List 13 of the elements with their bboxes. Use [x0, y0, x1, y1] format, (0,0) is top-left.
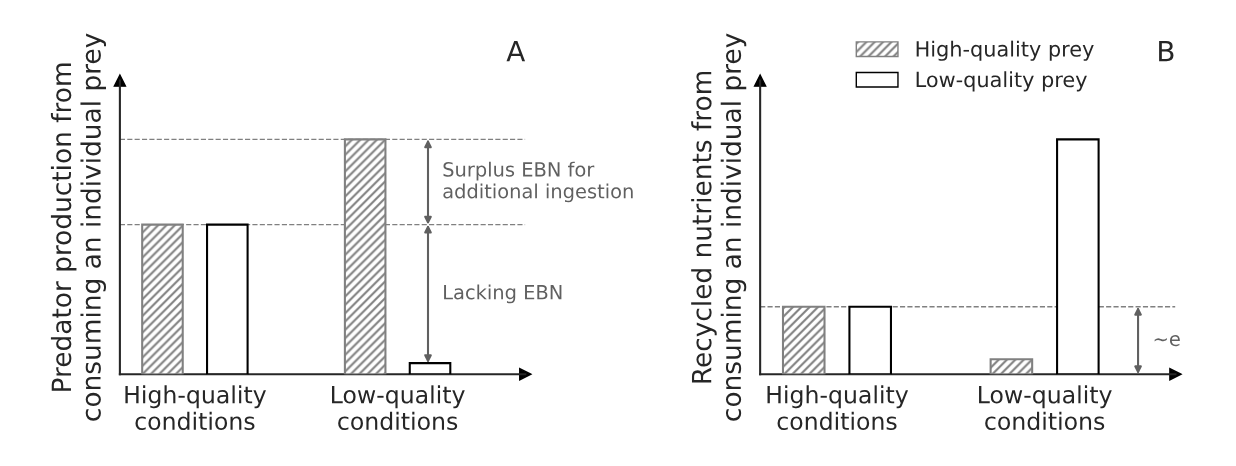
- legend-label: Low-quality prey: [916, 71, 1087, 92]
- y-axis-title: Recycled nutrients from consuming an individual prey: [691, 33, 747, 421]
- annotation: Surplus EBN for additional ingestion: [443, 161, 633, 203]
- x-tick-label: Low-quality conditions: [332, 385, 465, 431]
- x-tick-label: Low-quality conditions: [979, 385, 1112, 431]
- y-axis-title: Predator production from consuming an individual prey: [50, 33, 106, 421]
- x-tick-label: High-quality conditions: [767, 385, 909, 431]
- x-tick-label: High-quality conditions: [125, 385, 266, 431]
- annotation: ~e: [1154, 334, 1180, 347]
- legend-label: High-quality prey: [916, 40, 1094, 61]
- chart-title: B: [1159, 40, 1174, 62]
- annotation: Lacking EBN: [444, 284, 562, 304]
- chart-title: A: [506, 40, 526, 62]
